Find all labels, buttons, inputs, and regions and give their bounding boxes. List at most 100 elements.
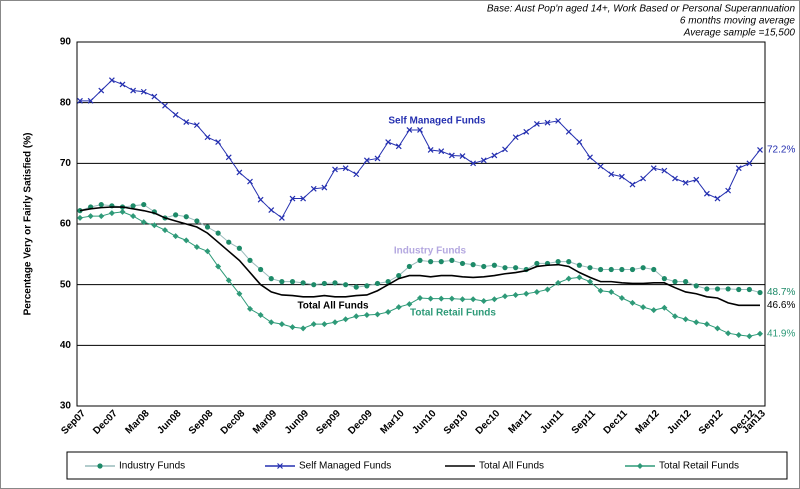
point <box>714 195 721 202</box>
point <box>268 319 275 326</box>
point <box>714 286 721 292</box>
series-label: Self Managed Funds <box>388 116 486 127</box>
y-tick-label: 70 <box>60 158 72 169</box>
point <box>183 119 190 126</box>
point <box>215 230 221 236</box>
point <box>576 274 583 281</box>
point <box>194 218 200 224</box>
legend-label: Industry Funds <box>119 461 185 472</box>
point <box>183 237 190 244</box>
point <box>725 187 732 194</box>
point <box>374 280 381 287</box>
end-label: 41.9% <box>767 328 795 339</box>
point <box>151 93 158 100</box>
point <box>130 203 136 209</box>
point <box>321 280 327 287</box>
note: 6 months moving average <box>680 16 796 27</box>
point <box>417 257 423 263</box>
point <box>544 286 551 293</box>
point <box>257 196 264 203</box>
point <box>470 262 476 268</box>
point <box>130 87 137 94</box>
point <box>385 308 392 315</box>
point <box>533 120 540 127</box>
point <box>459 296 466 303</box>
point <box>480 157 487 164</box>
point <box>342 316 349 323</box>
end-label: 72.2% <box>767 145 795 156</box>
point <box>736 286 742 293</box>
point <box>448 295 455 302</box>
point <box>130 213 137 220</box>
point <box>533 288 540 295</box>
point <box>683 279 689 285</box>
point <box>172 111 179 118</box>
point <box>98 201 104 208</box>
y-tick-label: 90 <box>60 37 72 48</box>
legend-label: Total Retail Funds <box>659 461 739 472</box>
point <box>725 286 731 292</box>
y-tick-label: 40 <box>60 340 72 351</box>
point <box>119 208 126 215</box>
point <box>353 313 360 320</box>
point <box>385 139 392 146</box>
legend-box <box>66 451 788 480</box>
point <box>619 266 625 273</box>
point <box>459 153 466 159</box>
point <box>637 463 643 469</box>
point <box>258 266 264 273</box>
point <box>703 190 710 197</box>
point <box>735 332 742 339</box>
point <box>151 222 158 229</box>
point <box>661 167 668 174</box>
point <box>682 179 689 186</box>
point <box>406 127 413 133</box>
point <box>502 265 508 271</box>
point <box>236 245 242 251</box>
point <box>544 119 551 126</box>
point <box>555 117 562 124</box>
point <box>289 279 296 285</box>
point <box>364 283 370 289</box>
point <box>576 139 583 146</box>
point <box>77 214 83 221</box>
point <box>257 312 264 318</box>
point <box>481 263 487 270</box>
end-label: 48.7% <box>767 287 795 298</box>
point <box>278 321 285 328</box>
point <box>565 128 572 135</box>
point <box>395 143 402 150</box>
point <box>523 128 530 135</box>
point <box>226 239 232 245</box>
point <box>449 257 455 263</box>
point <box>140 88 147 95</box>
point <box>353 284 359 290</box>
point <box>417 295 423 302</box>
point <box>278 215 285 221</box>
point <box>650 307 657 314</box>
point <box>279 279 285 285</box>
point <box>77 97 83 104</box>
point <box>725 330 732 337</box>
point <box>608 266 614 273</box>
point <box>629 181 636 188</box>
point <box>193 244 200 251</box>
point <box>618 173 625 180</box>
point <box>512 134 519 141</box>
point <box>225 277 232 284</box>
point <box>576 262 582 268</box>
point <box>534 260 540 267</box>
point <box>363 157 370 164</box>
point <box>321 321 328 328</box>
point <box>491 262 497 268</box>
point <box>406 263 412 270</box>
point <box>236 169 243 176</box>
point <box>247 305 253 312</box>
plot-border <box>76 41 766 407</box>
point <box>565 275 572 282</box>
point <box>385 279 391 285</box>
point <box>300 195 307 202</box>
point <box>618 295 625 302</box>
point <box>140 219 147 226</box>
